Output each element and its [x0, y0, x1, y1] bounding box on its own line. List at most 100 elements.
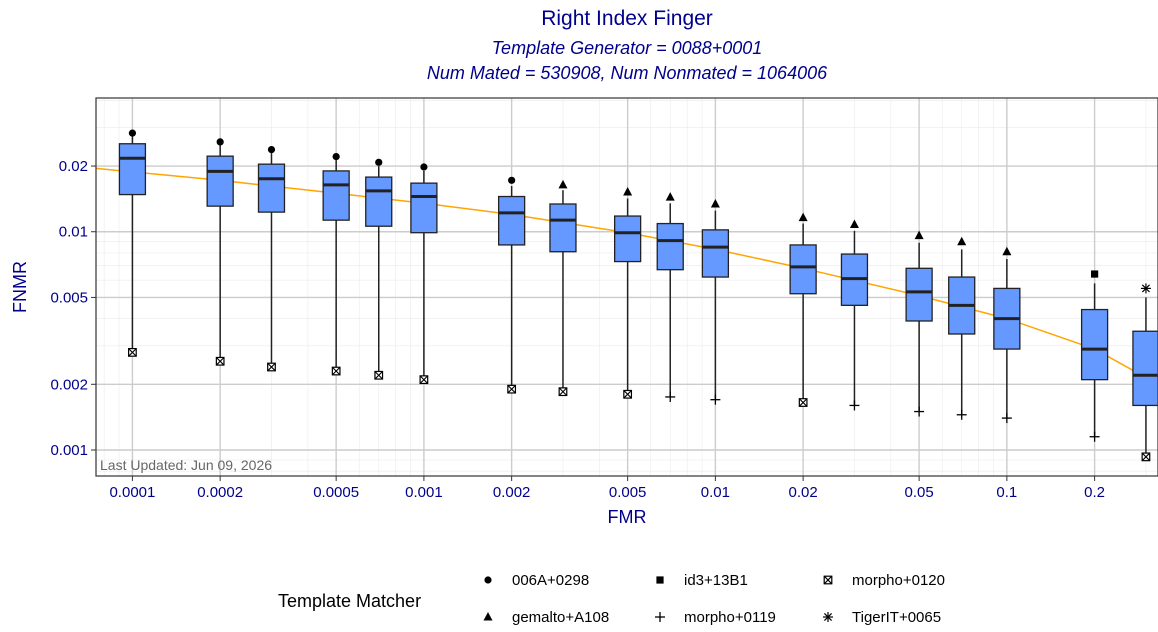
- marker-triangle: [483, 612, 493, 621]
- marker-boxed-x-b: [419, 375, 429, 384]
- marker-circle: [267, 145, 276, 154]
- marker-circle: [420, 163, 428, 171]
- box-extreme-marker: [374, 370, 384, 380]
- box-extreme-marker: [216, 138, 224, 146]
- box-body: [497, 195, 526, 246]
- marker-triangle: [558, 179, 568, 189]
- legend-item: TigerIT+0065: [823, 609, 941, 626]
- box-extreme-marker: [1002, 246, 1012, 256]
- box-extreme-marker: [849, 219, 859, 228]
- marker-boxed-x-b: [623, 390, 632, 399]
- x-axis-ticks: 0.0001 0.0002 0.0005 0.001 0.002 0.005 0.01 0.0…: [109, 476, 1105, 501]
- marker-boxed-x-b: [374, 371, 383, 380]
- x-axis-title: FMR: [608, 507, 647, 527]
- box-extreme-marker: [710, 394, 721, 405]
- marker-triangle: [1002, 246, 1012, 256]
- legend-key: [655, 612, 665, 622]
- box-extreme-marker: [914, 406, 925, 417]
- y-axis-ticks: 0.001 0.002 0.005 0.01 0.02: [50, 158, 96, 459]
- marker-triangle: [710, 198, 720, 208]
- legend-key: [483, 612, 493, 621]
- box-extreme-marker: [1091, 270, 1099, 278]
- box-extreme-marker: [332, 152, 340, 161]
- box: [322, 152, 350, 376]
- y-tick-label: 0.002: [50, 376, 88, 393]
- box-body: [701, 229, 730, 278]
- box: [948, 236, 976, 420]
- box-extreme-marker: [665, 192, 675, 201]
- box: [701, 198, 730, 405]
- box-layer: [118, 129, 1158, 462]
- box: [410, 163, 438, 385]
- box-extreme-marker: [1141, 452, 1151, 462]
- chart-title: Right Index Finger: [541, 7, 713, 30]
- box-extreme-marker: [1089, 431, 1100, 442]
- x-tick-label: 0.1: [996, 484, 1017, 501]
- legend-title: Template Matcher: [278, 591, 421, 611]
- y-tick-label: 0.001: [50, 442, 88, 459]
- marker-triangle: [665, 192, 675, 201]
- y-tick-label: 0.02: [59, 158, 88, 175]
- box-extreme-marker: [420, 163, 428, 171]
- box-extreme-marker: [558, 179, 568, 189]
- marker-circle: [375, 158, 383, 166]
- x-tick-label: 0.0002: [197, 484, 243, 501]
- legend-label: TigerIT+0065: [852, 609, 941, 626]
- box-extreme-marker: [798, 398, 808, 407]
- legend-item: morpho+0120: [823, 572, 945, 589]
- marker-triangle: [957, 236, 967, 246]
- plot-panel: Last Updated: Jun 09, 2026: [95, 97, 1158, 477]
- marker-boxed-x-b: [798, 398, 808, 407]
- x-tick-label: 0.002: [493, 484, 531, 501]
- marker-boxed-x-b: [128, 348, 137, 357]
- marker-boxed-x-b: [267, 362, 276, 372]
- box-extreme-marker: [914, 230, 924, 240]
- x-tick-label: 0.05: [905, 484, 934, 501]
- marker-circle: [128, 129, 137, 137]
- legend-item: morpho+0119: [655, 609, 776, 626]
- x-tick-label: 0.001: [405, 484, 443, 501]
- box-extreme-marker: [665, 391, 676, 402]
- box-body: [656, 222, 684, 271]
- box-body: [549, 203, 577, 253]
- x-tick-label: 0.0001: [109, 484, 155, 501]
- box: [993, 246, 1021, 424]
- box: [365, 158, 393, 380]
- box-body: [206, 155, 234, 207]
- box: [656, 192, 684, 402]
- legend-item: id3+13B1: [656, 572, 748, 589]
- last-updated-note: Last Updated: Jun 09, 2026: [100, 457, 272, 473]
- legend-label: id3+13B1: [684, 572, 748, 589]
- box-extreme-marker: [798, 212, 808, 222]
- legend-item: gemalto+A108: [483, 609, 609, 626]
- box-extreme-marker: [267, 362, 276, 372]
- box-body: [410, 182, 438, 234]
- plot-border: [95, 97, 1158, 477]
- y-tick-label: 0.005: [50, 289, 88, 306]
- marker-square: [1091, 270, 1099, 278]
- box-body: [365, 176, 393, 227]
- box: [118, 129, 147, 357]
- marker-circle: [332, 152, 340, 161]
- box-extreme-marker: [956, 409, 967, 420]
- marker-circle: [508, 176, 516, 184]
- legend-key: [823, 612, 833, 622]
- marker-boxed-x-b: [823, 575, 833, 585]
- marker-asterisk-d2: [1141, 284, 1150, 293]
- box: [905, 230, 933, 417]
- box-extreme-marker: [957, 236, 967, 246]
- box-extreme-marker: [507, 384, 517, 394]
- marker-triangle: [849, 219, 859, 228]
- box-extreme-marker: [508, 176, 516, 184]
- box: [789, 212, 817, 407]
- box: [549, 179, 577, 397]
- x-tick-label: 0.2: [1084, 484, 1105, 501]
- x-tick-label: 0.0005: [313, 484, 359, 501]
- box: [206, 138, 234, 366]
- box-body: [1132, 330, 1158, 407]
- box: [613, 187, 642, 399]
- legend-key: [823, 575, 833, 585]
- box-extreme-marker: [128, 129, 137, 137]
- box: [497, 176, 526, 394]
